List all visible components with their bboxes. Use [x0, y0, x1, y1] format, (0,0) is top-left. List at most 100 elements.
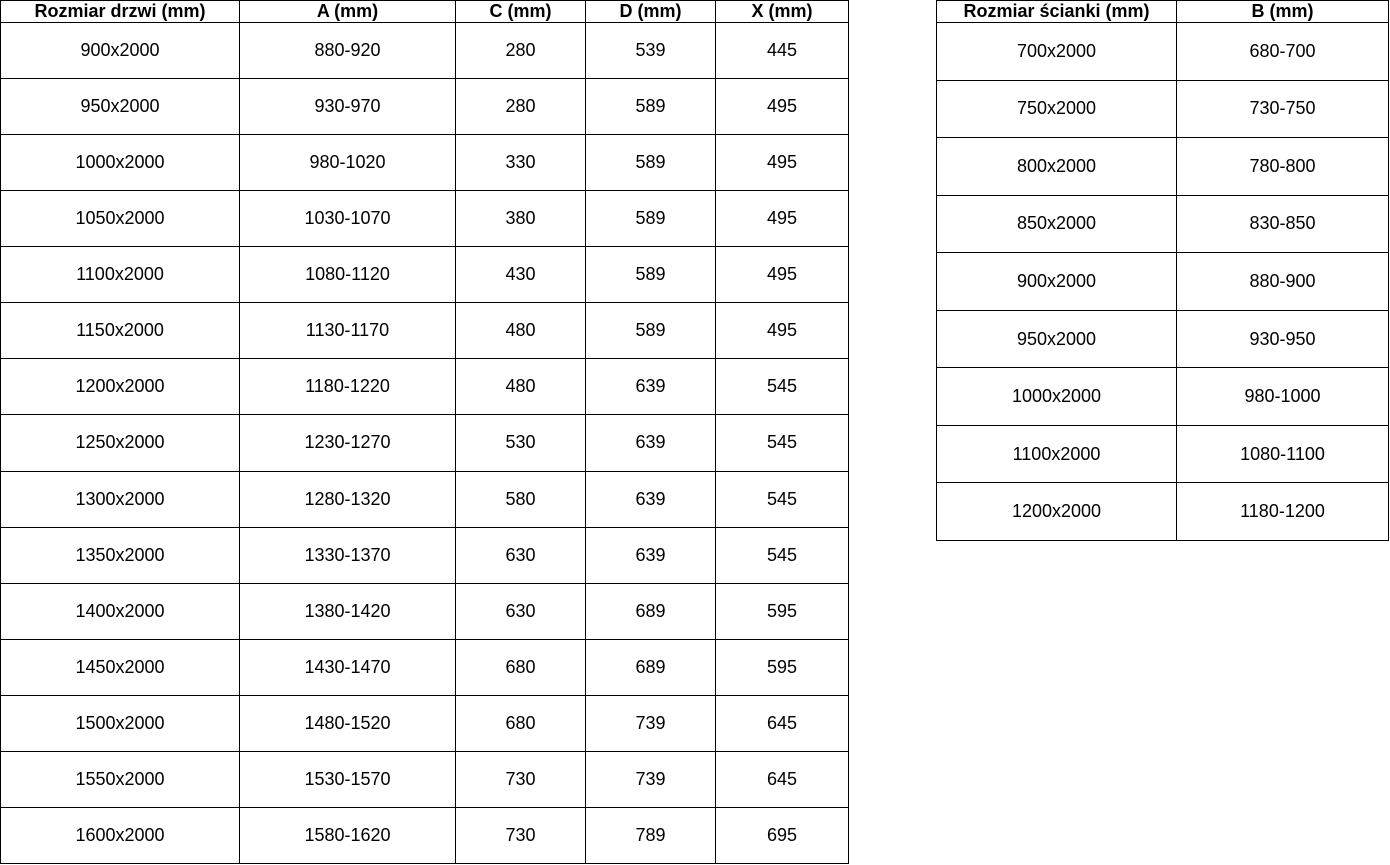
- dim-c-cell: 480: [455, 302, 586, 360]
- door-size-cell: 900x2000: [0, 21, 240, 80]
- dim-c-cell: 730: [455, 806, 586, 865]
- wall-size-cell: 850x2000: [936, 194, 1177, 254]
- dim-a-cell: 1580-1620: [239, 806, 456, 865]
- door-size-cell: 950x2000: [0, 78, 240, 136]
- dim-a-cell: 1430-1470: [239, 638, 456, 696]
- dim-x-cell: 545: [715, 526, 849, 584]
- dim-b-cell: 930-950: [1176, 309, 1389, 369]
- door-size-cell: 1400x2000: [0, 582, 240, 640]
- door-size-cell: 1100x2000: [0, 246, 240, 304]
- dim-d-cell: 589: [585, 134, 716, 192]
- dim-d-cell: 639: [585, 470, 716, 528]
- table-row: 1300x2000 1280-1320 580 639 545: [0, 470, 849, 528]
- table-row: 1500x2000 1480-1520 680 739 645: [0, 694, 849, 752]
- dim-x-cell: 495: [715, 302, 849, 360]
- dim-a-cell: 1480-1520: [239, 694, 456, 752]
- wall-size-cell: 900x2000: [936, 252, 1177, 311]
- dim-d-cell: 589: [585, 78, 716, 136]
- wall-panel-size-table: Rozmiar ścianki (mm) B (mm) 700x2000 680…: [936, 0, 1389, 541]
- dim-x-cell: 545: [715, 358, 849, 416]
- table-row: 1450x2000 1430-1470 680 689 595: [0, 638, 849, 696]
- dim-a-cell: 1380-1420: [239, 582, 456, 640]
- dim-d-cell: 689: [585, 638, 716, 696]
- dim-x-cell: 495: [715, 246, 849, 304]
- dim-c-cell: 280: [455, 21, 586, 80]
- dim-c-cell: 380: [455, 190, 586, 248]
- table-row: 1600x2000 1580-1620 730 789 695: [0, 806, 849, 865]
- dim-a-cell: 1080-1120: [239, 246, 456, 304]
- dim-b-cell: 1180-1200: [1176, 482, 1389, 541]
- wall-table-header-size: Rozmiar ścianki (mm): [936, 0, 1177, 23]
- door-size-cell: 1450x2000: [0, 638, 240, 696]
- dim-x-cell: 545: [715, 414, 849, 472]
- wall-size-cell: 750x2000: [936, 79, 1177, 139]
- door-size-cell: 1050x2000: [0, 190, 240, 248]
- dim-d-cell: 589: [585, 246, 716, 304]
- table-row: 700x2000 680-700: [936, 22, 1389, 81]
- door-size-cell: 1150x2000: [0, 302, 240, 360]
- table-row: 1200x2000 1180-1220 480 639 545: [0, 358, 849, 416]
- door-size-cell: 1500x2000: [0, 694, 240, 752]
- dim-a-cell: 1330-1370: [239, 526, 456, 584]
- dim-d-cell: 639: [585, 414, 716, 472]
- table-row: 850x2000 830-850: [936, 194, 1389, 254]
- dim-b-cell: 980-1000: [1176, 367, 1389, 426]
- dim-a-cell: 980-1020: [239, 134, 456, 192]
- table-row: 950x2000 930-950: [936, 309, 1389, 369]
- dim-x-cell: 495: [715, 134, 849, 192]
- dim-x-cell: 445: [715, 21, 849, 80]
- dim-x-cell: 695: [715, 806, 849, 865]
- dim-x-cell: 545: [715, 470, 849, 528]
- wall-table-header-b: B (mm): [1176, 0, 1389, 23]
- table-row: 1250x2000 1230-1270 530 639 545: [0, 414, 849, 472]
- dim-c-cell: 530: [455, 414, 586, 472]
- door-size-cell: 1000x2000: [0, 134, 240, 192]
- table-row: 1100x2000 1080-1100: [936, 424, 1389, 484]
- wall-size-cell: 800x2000: [936, 137, 1177, 196]
- door-size-table: Rozmiar drzwi (mm) A (mm) C (mm) D (mm) …: [0, 0, 849, 865]
- dim-b-cell: 830-850: [1176, 194, 1389, 254]
- dim-d-cell: 589: [585, 190, 716, 248]
- dim-b-cell: 730-750: [1176, 79, 1389, 139]
- table-row: 1550x2000 1530-1570 730 739 645: [0, 750, 849, 808]
- wall-size-cell: 700x2000: [936, 22, 1177, 81]
- dim-x-cell: 645: [715, 750, 849, 808]
- dim-a-cell: 1180-1220: [239, 358, 456, 416]
- table-row: 1200x2000 1180-1200: [936, 482, 1389, 541]
- dim-c-cell: 630: [455, 526, 586, 584]
- dim-c-cell: 680: [455, 638, 586, 696]
- dim-d-cell: 689: [585, 582, 716, 640]
- door-size-cell: 1350x2000: [0, 526, 240, 584]
- dim-c-cell: 330: [455, 134, 586, 192]
- dim-b-cell: 1080-1100: [1176, 424, 1389, 484]
- door-table-header-c: C (mm): [455, 0, 586, 23]
- dim-d-cell: 589: [585, 302, 716, 360]
- wall-table-header-row: Rozmiar ścianki (mm) B (mm): [936, 0, 1389, 23]
- wall-size-cell: 1100x2000: [936, 424, 1177, 484]
- dim-b-cell: 880-900: [1176, 252, 1389, 311]
- dim-a-cell: 1130-1170: [239, 302, 456, 360]
- wall-size-cell: 1200x2000: [936, 482, 1177, 541]
- dim-x-cell: 645: [715, 694, 849, 752]
- door-size-cell: 1550x2000: [0, 750, 240, 808]
- dim-d-cell: 739: [585, 694, 716, 752]
- table-row: 1050x2000 1030-1070 380 589 495: [0, 190, 849, 248]
- door-table-header-row: Rozmiar drzwi (mm) A (mm) C (mm) D (mm) …: [0, 0, 849, 23]
- dim-c-cell: 480: [455, 358, 586, 416]
- dim-d-cell: 739: [585, 750, 716, 808]
- door-table-header-d: D (mm): [585, 0, 716, 23]
- table-row: 1150x2000 1130-1170 480 589 495: [0, 302, 849, 360]
- dim-d-cell: 639: [585, 526, 716, 584]
- wall-size-cell: 950x2000: [936, 309, 1177, 369]
- dim-a-cell: 1530-1570: [239, 750, 456, 808]
- table-row: 1350x2000 1330-1370 630 639 545: [0, 526, 849, 584]
- dim-c-cell: 630: [455, 582, 586, 640]
- dim-d-cell: 639: [585, 358, 716, 416]
- door-size-cell: 1200x2000: [0, 358, 240, 416]
- dim-d-cell: 539: [585, 21, 716, 80]
- dim-b-cell: 680-700: [1176, 22, 1389, 81]
- dim-b-cell: 780-800: [1176, 137, 1389, 196]
- dim-c-cell: 280: [455, 78, 586, 136]
- table-row: 1100x2000 1080-1120 430 589 495: [0, 246, 849, 304]
- dim-d-cell: 789: [585, 806, 716, 865]
